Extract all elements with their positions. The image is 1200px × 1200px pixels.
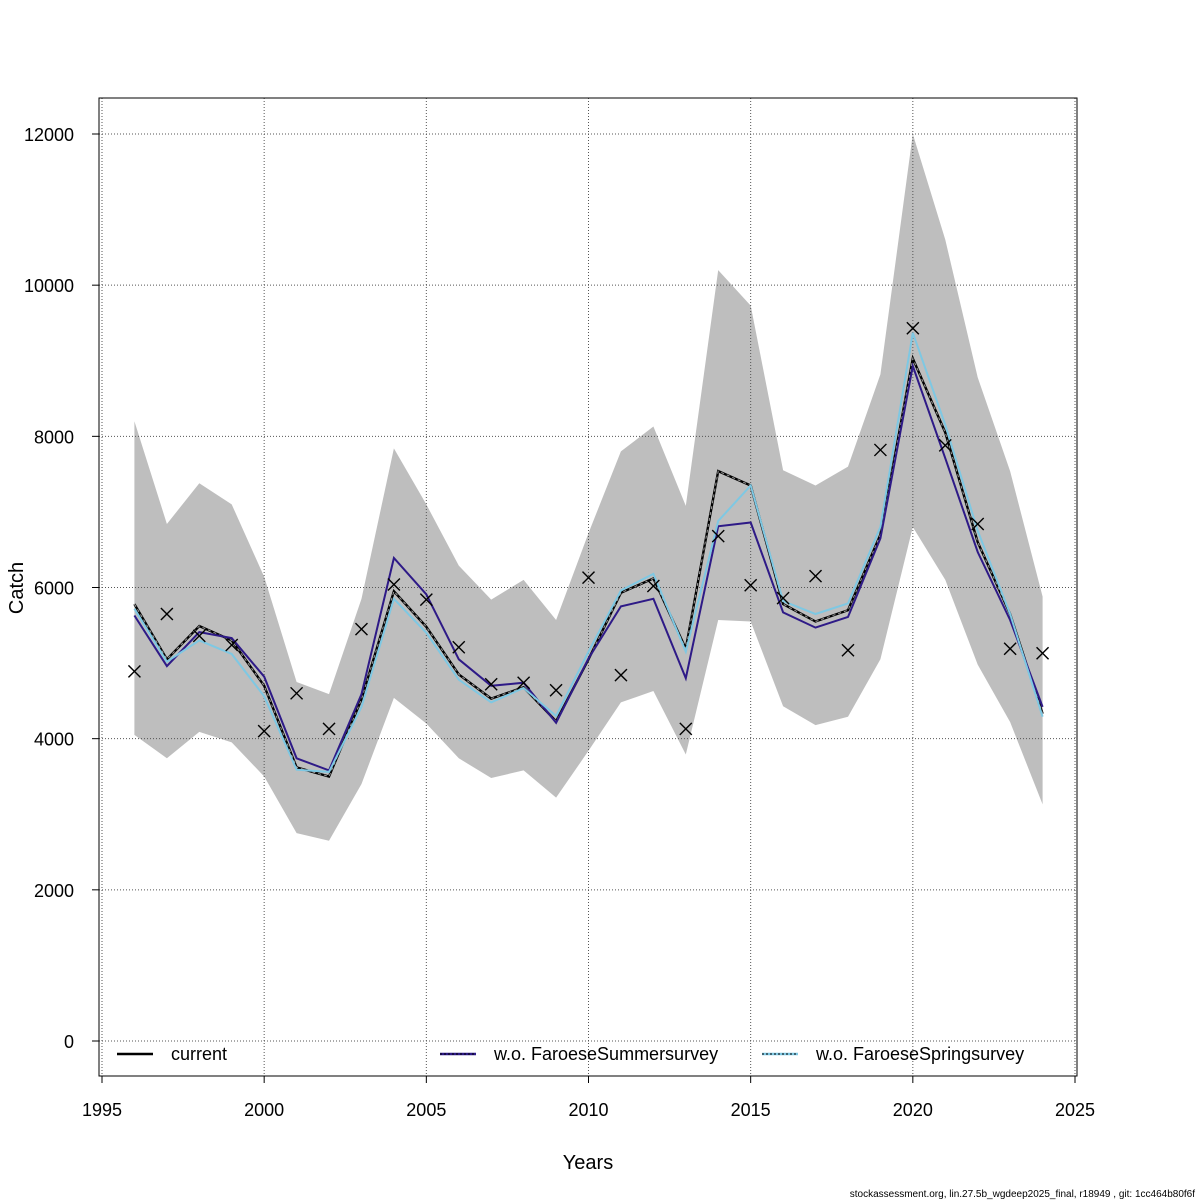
observation-layer [127, 321, 1050, 738]
observation-mark [582, 571, 595, 585]
observation-mark [1003, 642, 1017, 656]
x-tick-label: 2010 [568, 1100, 608, 1120]
observation-mark [809, 569, 823, 583]
observation-mark [419, 593, 433, 607]
series-line-wo-spring [133, 332, 1044, 773]
observation-point [1003, 642, 1017, 656]
legend-label: w.o. FaroeseSpringsurvey [815, 1044, 1024, 1064]
observation-mark [387, 577, 401, 591]
observation-point [841, 643, 855, 657]
observation-mark [841, 643, 855, 657]
observation-mark [225, 638, 239, 652]
series-line-wo-summer [133, 362, 1044, 772]
observation-point [809, 569, 823, 583]
observation-mark [257, 724, 271, 738]
observation-mark [679, 722, 693, 736]
legend-item: current [117, 1044, 227, 1064]
x-tick-label: 2020 [893, 1100, 933, 1120]
observation-mark [290, 686, 304, 700]
observation-point [776, 591, 790, 605]
observation-point [322, 722, 336, 736]
series-layer [133, 332, 1044, 778]
y-tick-label: 8000 [34, 427, 74, 447]
observation-mark [160, 607, 174, 621]
observation-point [419, 593, 433, 607]
confidence-band [134, 134, 1043, 841]
observation-mark [971, 517, 985, 531]
y-tick-label: 10000 [24, 276, 74, 296]
observation-point [938, 438, 952, 452]
x-tick-label: 2025 [1055, 1100, 1095, 1120]
observation-mark [646, 579, 660, 593]
confidence-band-layer [134, 134, 1043, 841]
observation-mark [354, 622, 368, 636]
legend-label: w.o. FaroeseSummersurvey [493, 1044, 718, 1064]
observation-point [711, 529, 725, 543]
x-tick-label: 2000 [244, 1100, 284, 1120]
observation-point [744, 578, 758, 592]
y-tick-label: 6000 [34, 579, 74, 599]
observation-mark [127, 664, 141, 678]
observation-point [549, 683, 563, 697]
observation-mark [192, 629, 206, 643]
grid-layer [99, 98, 1077, 1076]
observation-point [290, 686, 304, 700]
observation-point [127, 664, 141, 678]
observation-point [517, 676, 531, 690]
observation-mark [549, 683, 563, 697]
observation-point [971, 517, 985, 531]
legend: current w.o. FaroeseSummersurvey w.o. Faro… [117, 1044, 1024, 1064]
legend-label: current [171, 1044, 227, 1064]
observation-point [452, 640, 466, 654]
observation-mark [452, 640, 466, 654]
y-tick-label: 12000 [24, 125, 74, 145]
observation-mark [614, 668, 628, 682]
observation-mark [873, 443, 887, 457]
observation-mark [744, 578, 758, 592]
observation-mark [906, 321, 920, 335]
observation-mark [1036, 646, 1050, 660]
footer-text: stockassessment.org, lin.27.5b_wgdeep202… [850, 1189, 1195, 1200]
observation-point [354, 622, 368, 636]
observation-point [192, 629, 206, 643]
x-tick-label: 1995 [82, 1100, 122, 1120]
observation-point [484, 677, 498, 691]
legend-item: w.o. FaroeseSummersurvey [440, 1044, 718, 1064]
observation-point [906, 321, 920, 335]
observation-point [257, 724, 271, 738]
observation-mark [484, 677, 498, 691]
observation-mark [322, 722, 336, 736]
x-axis-title: Years [563, 1152, 613, 1174]
observation-point [160, 607, 174, 621]
observation-mark [776, 591, 790, 605]
observation-point [614, 668, 628, 682]
x-tick-label: 2005 [406, 1100, 446, 1120]
observation-point [873, 443, 887, 457]
axis-layer: 1995 2000 2005 2010 2015 2020 2025 0 2000 4000 600… [24, 125, 1095, 1120]
observation-point [679, 722, 693, 736]
y-axis-title: Catch [6, 562, 28, 614]
observation-point [1036, 646, 1050, 660]
observation-point [646, 579, 660, 593]
observation-mark [517, 676, 531, 690]
legend-item: w.o. FaroeseSpringsurvey [762, 1044, 1024, 1064]
observation-mark [711, 529, 725, 543]
x-tick-label: 2015 [731, 1100, 771, 1120]
y-tick-label: 4000 [34, 730, 74, 750]
observation-point [387, 577, 401, 591]
observation-point [225, 638, 239, 652]
observation-point [582, 571, 595, 585]
observation-mark [938, 438, 952, 452]
y-tick-label: 2000 [34, 881, 74, 901]
y-tick-label: 0 [64, 1032, 74, 1052]
